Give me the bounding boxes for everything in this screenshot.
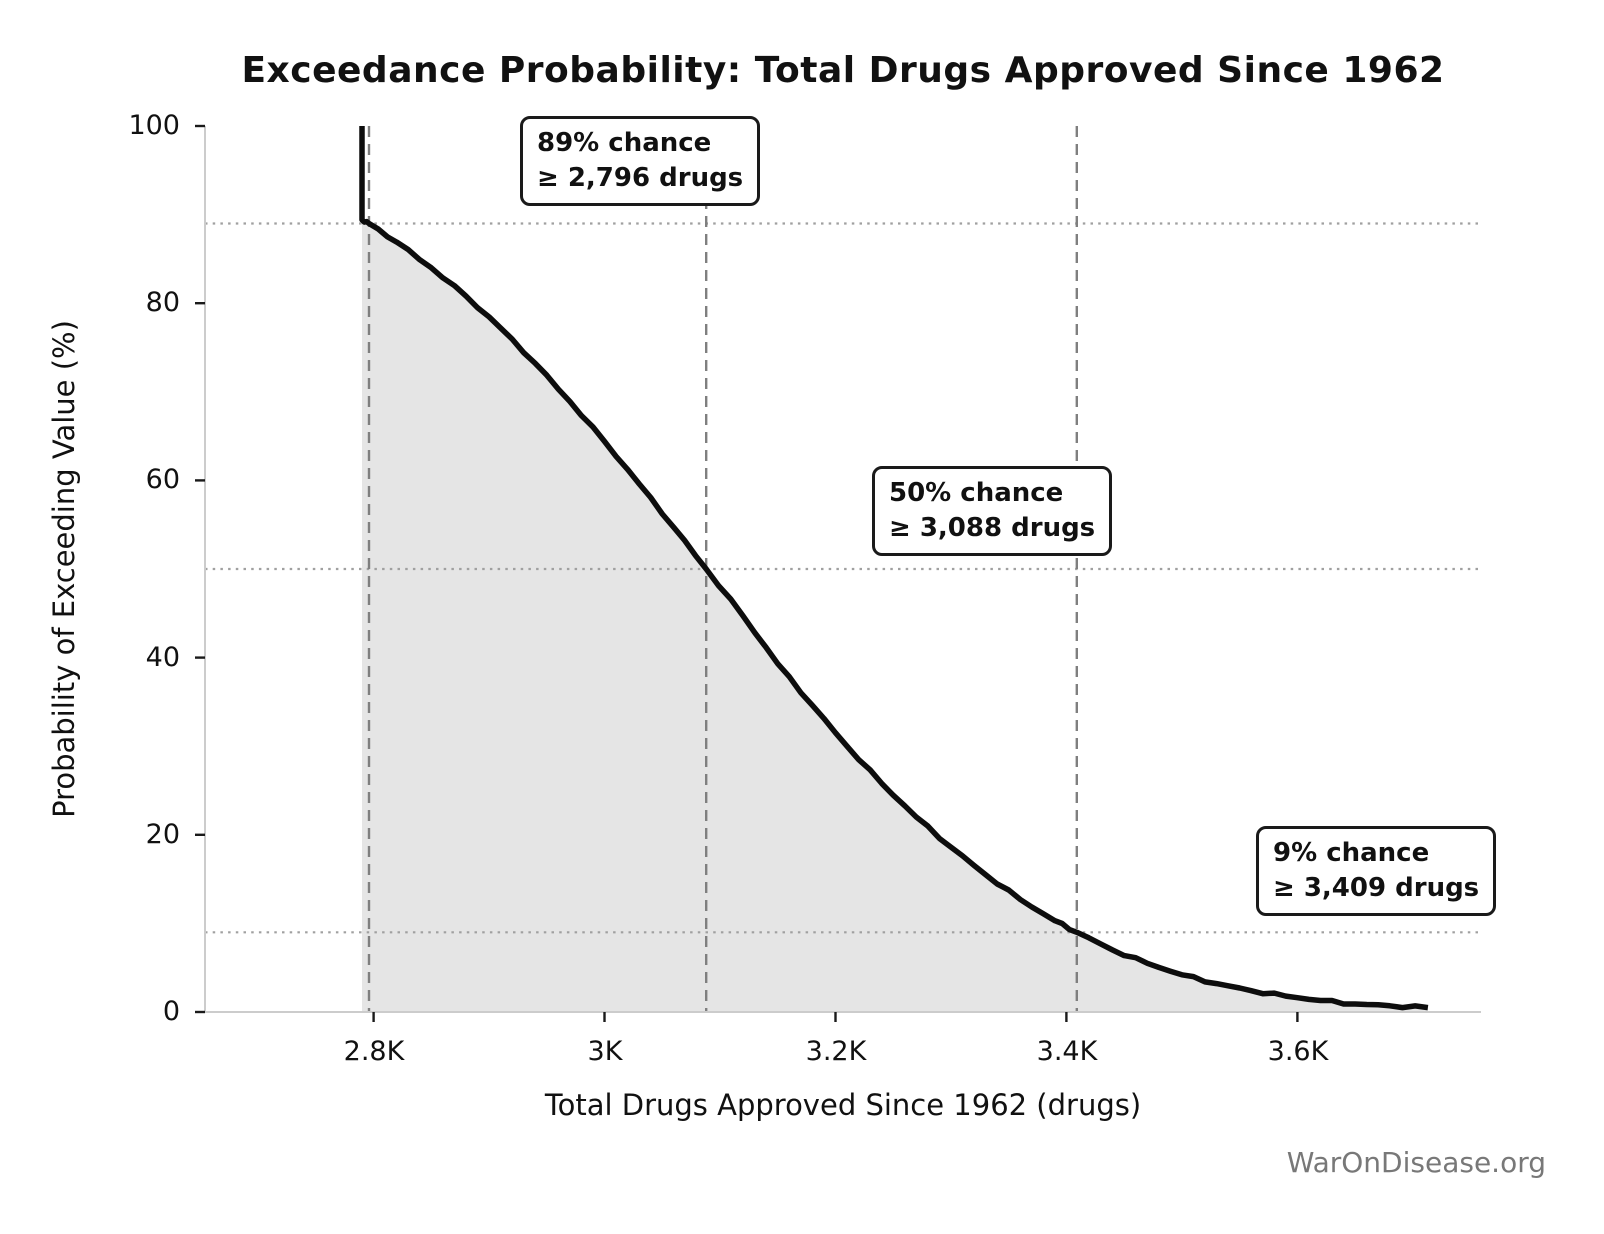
- x-tick-label-2.8k: 2.8K: [343, 1036, 405, 1067]
- y-axis-label: Probability of Exceeding Value (%): [38, 126, 90, 1012]
- annotation-9pct-line1: 9% chance: [1273, 838, 1430, 868]
- y-tick-label-80: 80: [145, 287, 180, 318]
- x-tick-label-3.6k: 3.6K: [1267, 1036, 1329, 1067]
- chart-title: Exceedance Probability: Total Drugs Appr…: [241, 50, 1445, 91]
- x-axis-label: Total Drugs Approved Since 1962 (drugs): [544, 1088, 1142, 1122]
- x-tick-label-3.4k: 3.4K: [1036, 1036, 1098, 1067]
- annotation-50pct: 50% chance ≥ 3,088 drugs: [872, 466, 1113, 556]
- x-tick-label-3k: 3K: [587, 1036, 623, 1067]
- annotation-50pct-line1: 50% chance: [889, 478, 1064, 508]
- y-tick-label-60: 60: [145, 464, 180, 495]
- y-tick-label-100: 100: [128, 110, 180, 141]
- y-tick-label-0: 0: [162, 996, 180, 1027]
- annotation-9pct: 9% chance ≥ 3,409 drugs: [1256, 826, 1497, 916]
- area-under-curve: [362, 126, 1428, 1012]
- y-tick-label-20: 20: [145, 819, 180, 850]
- exceedance-curve: [359, 126, 1429, 1011]
- annotation-89pct-line1: 89% chance: [537, 128, 712, 158]
- annotation-50pct-line2: ≥ 3,088 drugs: [889, 513, 1096, 543]
- y-tick-label-40: 40: [145, 642, 180, 673]
- annotation-89pct-line2: ≥ 2,796 drugs: [537, 163, 744, 193]
- x-tick-label-3.2k: 3.2K: [805, 1036, 867, 1067]
- y-axis-label-text: Probability of Exceeding Value (%): [47, 320, 81, 818]
- annotation-89pct: 89% chance ≥ 2,796 drugs: [520, 116, 761, 206]
- annotation-9pct-line2: ≥ 3,409 drugs: [1273, 873, 1480, 903]
- watermark: WarOnDisease.org: [1286, 1146, 1546, 1179]
